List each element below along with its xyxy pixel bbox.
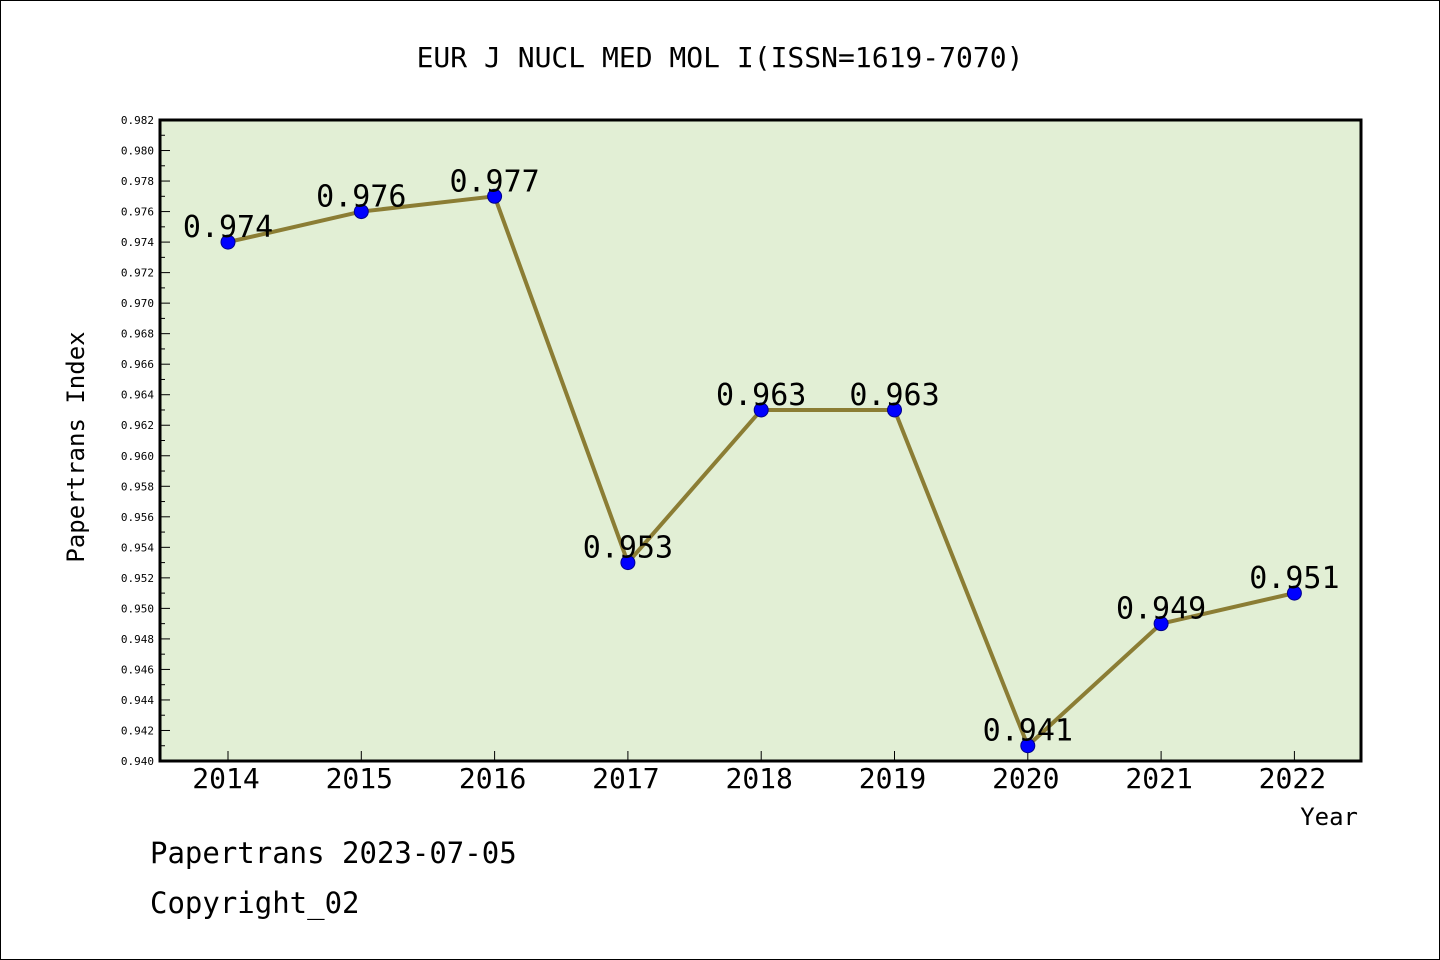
y-tick-label: 0.982 [121, 114, 154, 127]
data-label: 0.974 [183, 210, 273, 245]
data-label: 0.951 [1249, 561, 1339, 596]
data-label: 0.949 [1116, 592, 1206, 627]
y-tick-label: 0.972 [121, 267, 154, 280]
y-tick-label: 0.958 [121, 480, 154, 493]
x-tick-label: 2014 [192, 762, 259, 795]
y-tick-label: 0.952 [121, 572, 154, 585]
x-axis-ticks: 2014 2015 2016 2017 2018 2019 2020 2021 2022 [192, 751, 1326, 795]
x-tick-label: 2016 [459, 762, 526, 795]
x-tick-label: 2020 [992, 762, 1059, 795]
data-point [487, 188, 503, 204]
footer-copyright: Copyright_02 [150, 886, 360, 921]
data-label: 0.963 [849, 378, 939, 413]
chart-title: EUR J NUCL MED MOL I(ISSN=1619-7070) [417, 41, 1024, 74]
series: 0.974 0.976 0.977 0.953 0.963 0.963 0.941 0.949… [183, 164, 1340, 754]
data-point [887, 402, 902, 418]
x-axis-label: Year [1300, 803, 1358, 831]
y-tick-label: 0.942 [121, 724, 154, 737]
y-tick-label: 0.960 [121, 450, 154, 463]
y-tick-label: 0.980 [121, 145, 154, 158]
data-point [1020, 738, 1036, 754]
y-tick-label: 0.950 [121, 602, 154, 615]
y-tick-label: 0.944 [121, 694, 154, 707]
x-tick-label: 2021 [1125, 762, 1192, 795]
y-tick-label: 0.962 [121, 419, 154, 432]
data-label: 0.977 [449, 164, 539, 199]
y-tick-label: 0.978 [121, 175, 154, 188]
data-label: 0.941 [983, 714, 1073, 749]
y-tick-label: 0.940 [121, 755, 154, 768]
x-tick-label: 2019 [859, 762, 926, 795]
y-tick-label: 0.964 [121, 389, 154, 402]
y-tick-label: 0.966 [121, 358, 154, 371]
y-tick-label: 0.970 [121, 297, 154, 310]
y-tick-label: 0.956 [121, 511, 154, 524]
data-label: 0.953 [583, 531, 673, 566]
data-point [1153, 616, 1169, 632]
footer-date: Papertrans 2023-07-05 [150, 836, 517, 870]
y-axis-ticks: 0.940 0.942 0.944 0.946 0.948 0.950 0.952 0.954… [121, 114, 170, 768]
data-point [753, 402, 769, 418]
y-tick-label: 0.946 [121, 663, 154, 676]
data-point [1286, 585, 1302, 601]
data-label: 0.963 [716, 378, 806, 413]
x-tick-label: 2022 [1259, 762, 1326, 795]
y-tick-label: 0.976 [121, 206, 154, 219]
y-tick-label: 0.968 [121, 328, 154, 341]
y-tick-label: 0.948 [121, 633, 154, 646]
data-label: 0.976 [316, 180, 406, 215]
x-tick-label: 2018 [725, 762, 792, 795]
x-tick-label: 2017 [592, 762, 659, 795]
y-tick-label: 0.974 [121, 236, 154, 249]
y-tick-label: 0.954 [121, 541, 154, 554]
data-point [620, 555, 636, 571]
data-point [353, 204, 369, 220]
plot-area [158, 118, 1363, 763]
x-tick-label: 2015 [326, 762, 393, 795]
y-axis-label: Papertrans Index [62, 331, 90, 562]
data-point [220, 234, 236, 250]
